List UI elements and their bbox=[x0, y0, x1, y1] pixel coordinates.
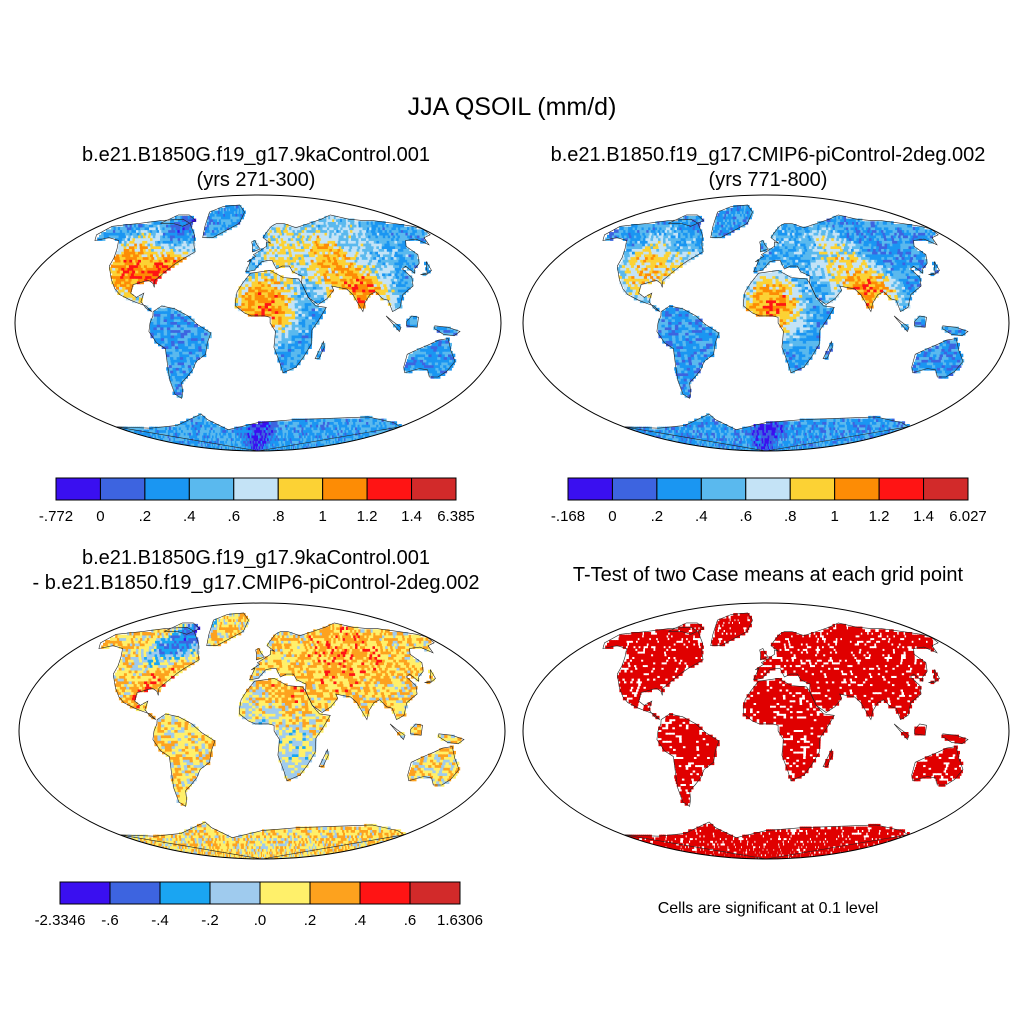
map-difference bbox=[18, 602, 506, 860]
panel-ttest-title: T-Test of two Case means at each grid po… bbox=[572, 564, 964, 586]
colorbar-tick-label: .6 bbox=[228, 508, 241, 525]
colorbar-tick-label: .6 bbox=[404, 912, 417, 929]
colorbar-swatch bbox=[359, 881, 411, 905]
colorbar-tick-label: .4 bbox=[183, 508, 196, 525]
colorbar-swatch bbox=[99, 477, 146, 501]
colorbar-tick-label: 1.2 bbox=[357, 508, 378, 525]
colorbar-swatch bbox=[322, 477, 368, 501]
colorbar-swatch bbox=[233, 477, 279, 501]
colorbar-tick-label: 6.027 bbox=[949, 508, 987, 525]
map-ttest bbox=[522, 602, 1010, 860]
colorbar-swatch bbox=[411, 477, 457, 501]
map-border bbox=[522, 194, 1010, 452]
colorbar-swatch bbox=[745, 477, 791, 501]
colorbar-tick-label: -.772 bbox=[39, 508, 73, 525]
colorbar-swatch bbox=[144, 477, 190, 501]
colorbar-tick-label: -.4 bbox=[151, 912, 169, 929]
colorbar-tick-label: 1.4 bbox=[913, 508, 934, 525]
colorbar-difference: -2.3346 -.6 -.4 -.2 .0 .2 .4 .6 1.6306 bbox=[35, 881, 483, 929]
colorbar-tick-label: .0 bbox=[254, 912, 267, 929]
colorbar-tick-label: -2.3346 bbox=[35, 912, 86, 929]
colorbar-swatch bbox=[700, 477, 747, 501]
colorbar-tick-label: -.168 bbox=[551, 508, 585, 525]
map-border bbox=[14, 194, 502, 452]
colorbar-tick-label: 1 bbox=[831, 508, 839, 525]
colorbar-tick-label: .6 bbox=[740, 508, 753, 525]
colorbar-tick-label: .2 bbox=[304, 912, 317, 929]
colorbar-tick-label: 1.4 bbox=[401, 508, 422, 525]
coastlines bbox=[98, 612, 465, 859]
main-title: JJA QSOIL (mm/d) bbox=[407, 93, 617, 121]
colorbar-tick-label: 0 bbox=[96, 508, 104, 525]
colorbar-tick-label: 1 bbox=[319, 508, 327, 525]
colorbar-swatch bbox=[59, 881, 111, 905]
colorbar-case2: -.168 0 .2 .4 .6 .8 1 1.2 1.4 6.027 bbox=[551, 477, 987, 525]
colorbar-swatch bbox=[366, 477, 413, 501]
colorbar-tick-label: 1.2 bbox=[869, 508, 890, 525]
colorbar-swatch bbox=[409, 881, 461, 905]
panel-diff-subtitle: - b.e21.B1850.f19_g17.CMIP6-piControl-2d… bbox=[32, 572, 480, 594]
coastlines bbox=[94, 204, 461, 451]
colorbar-tick-label: 1.6306 bbox=[437, 912, 483, 929]
colorbar-tick-label: .4 bbox=[695, 508, 708, 525]
field-cells bbox=[97, 205, 458, 451]
coastlines bbox=[602, 612, 969, 859]
colorbar-tick-label: .2 bbox=[139, 508, 152, 525]
panel-case1-subtitle: (yrs 271-300) bbox=[196, 169, 316, 191]
colorbar-swatch bbox=[834, 477, 880, 501]
colorbar-swatch bbox=[656, 477, 702, 501]
colorbar-swatch bbox=[209, 881, 261, 905]
colorbar-swatch bbox=[277, 477, 324, 501]
colorbar-swatch bbox=[109, 881, 161, 905]
colorbar-swatch bbox=[567, 477, 613, 501]
colorbar-swatch bbox=[789, 477, 836, 501]
panel-diff-title: b.e21.B1850G.f19_g17.9kaControl.001 bbox=[81, 547, 431, 569]
colorbar-swatch bbox=[259, 881, 311, 905]
colorbar-swatch bbox=[188, 477, 235, 501]
colorbar-tick-label: .2 bbox=[651, 508, 664, 525]
colorbar-swatch bbox=[611, 477, 658, 501]
panel-case2-title: b.e21.B1850.f19_g17.CMIP6-piControl-2deg… bbox=[550, 144, 986, 166]
map-border bbox=[522, 602, 1010, 860]
colorbar-swatch bbox=[878, 477, 925, 501]
field-cells bbox=[605, 205, 966, 451]
colorbar-tick-label: -.6 bbox=[101, 912, 119, 929]
colorbar-tick-label: .4 bbox=[354, 912, 367, 929]
colorbar-tick-label: .8 bbox=[272, 508, 285, 525]
colorbar-case1: -.772 0 .2 .4 .6 .8 1 1.2 1.4 6.385 bbox=[39, 477, 475, 525]
map-case1 bbox=[14, 194, 502, 452]
coastlines bbox=[602, 204, 969, 451]
colorbar-swatch bbox=[55, 477, 101, 501]
map-border bbox=[18, 602, 506, 860]
colorbar-swatch bbox=[159, 881, 211, 905]
field-cells bbox=[605, 613, 966, 859]
significance-note: Cells are significant at 0.1 level bbox=[657, 900, 879, 917]
panel-case1-title: b.e21.B1850G.f19_g17.9kaControl.001 bbox=[81, 144, 431, 166]
colorbar-swatch bbox=[923, 477, 969, 501]
map-case2 bbox=[522, 194, 1010, 452]
colorbar-tick-label: -.2 bbox=[201, 912, 219, 929]
colorbar-tick-label: 6.385 bbox=[437, 508, 475, 525]
colorbar-swatch bbox=[309, 881, 361, 905]
panel-case2-subtitle: (yrs 771-800) bbox=[708, 169, 828, 191]
colorbar-tick-label: .8 bbox=[784, 508, 797, 525]
colorbar-tick-label: 0 bbox=[608, 508, 616, 525]
field-cells bbox=[101, 613, 462, 859]
